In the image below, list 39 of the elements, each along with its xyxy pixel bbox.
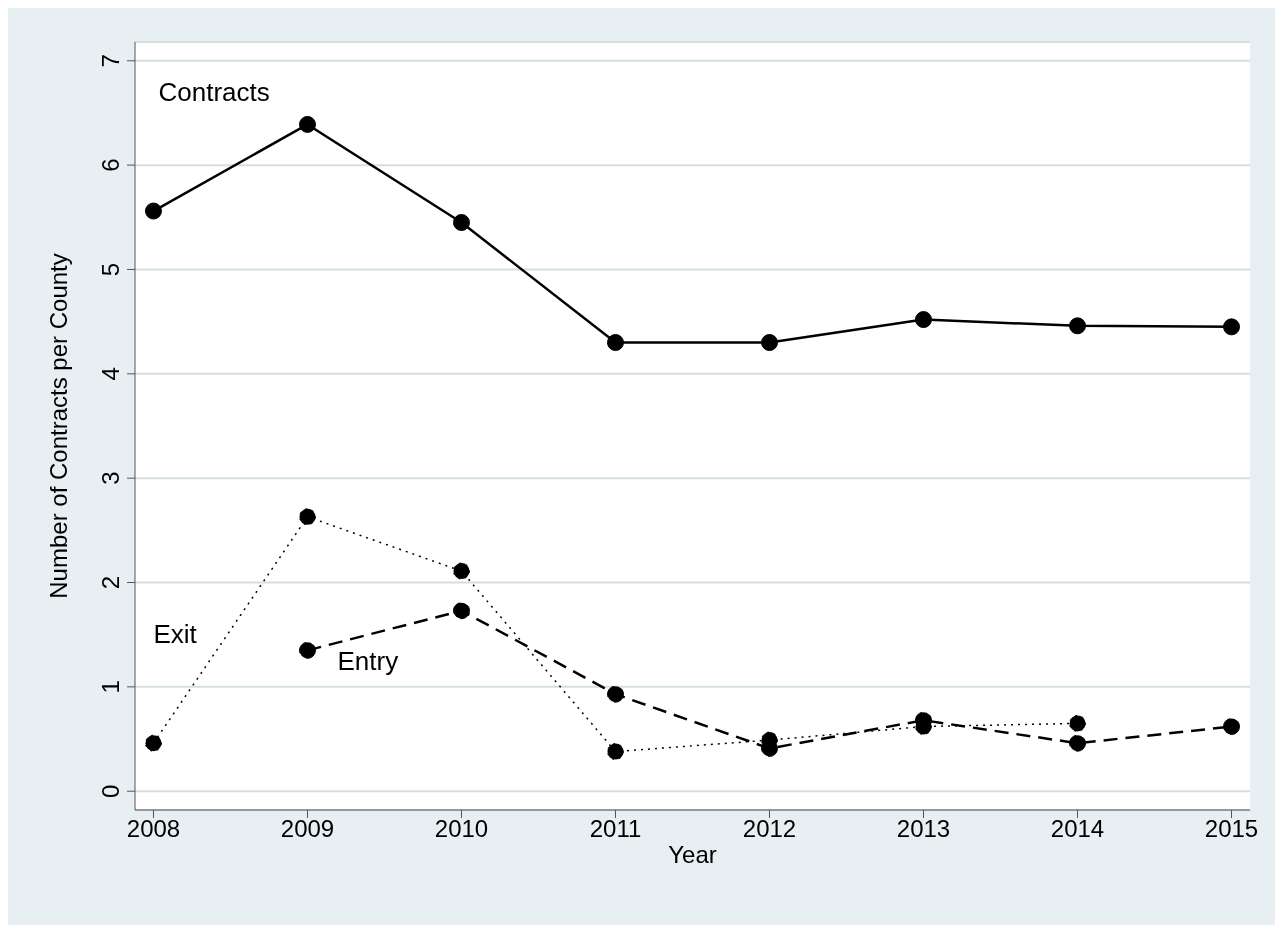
x-tick-label: 2009 xyxy=(280,815,335,843)
x-tick-label: 2012 xyxy=(742,815,797,843)
x-tick-label: 2014 xyxy=(1050,815,1105,843)
y-tick-label: 3 xyxy=(97,471,124,485)
point xyxy=(1223,318,1241,336)
point xyxy=(1069,734,1087,752)
y-axis-title: Number of Contracts per County xyxy=(44,253,72,599)
series-label: Contracts xyxy=(158,77,270,108)
point xyxy=(607,685,624,703)
point xyxy=(915,311,933,329)
point xyxy=(1069,714,1087,732)
point xyxy=(298,508,316,526)
point xyxy=(298,115,316,133)
point xyxy=(144,202,162,220)
point xyxy=(452,602,470,620)
point xyxy=(144,734,162,752)
point xyxy=(452,562,470,580)
y-tick-label: 1 xyxy=(97,680,124,694)
point xyxy=(298,641,316,659)
series-label: Exit xyxy=(153,619,198,650)
point xyxy=(761,334,778,352)
x-tick-label: 2008 xyxy=(126,815,181,843)
point xyxy=(1223,718,1241,736)
point xyxy=(1069,317,1087,335)
y-tick-label: 4 xyxy=(97,367,124,381)
x-axis-title: Year xyxy=(668,841,717,868)
x-tick-label: 2013 xyxy=(896,815,951,843)
x-tick-label: 2011 xyxy=(589,815,642,843)
y-tick-label: 7 xyxy=(97,54,124,68)
x-tick-label: 2015 xyxy=(1204,815,1259,843)
y-tick-label: 5 xyxy=(97,262,124,277)
x-tick-label: 2010 xyxy=(434,815,489,843)
point xyxy=(452,214,470,232)
series-label: Entry xyxy=(337,646,399,677)
point xyxy=(607,743,624,761)
y-tick-label: 2 xyxy=(97,575,124,590)
y-tick-label: 0 xyxy=(97,784,124,798)
point xyxy=(607,334,624,352)
y-tick-label: 6 xyxy=(97,158,124,172)
